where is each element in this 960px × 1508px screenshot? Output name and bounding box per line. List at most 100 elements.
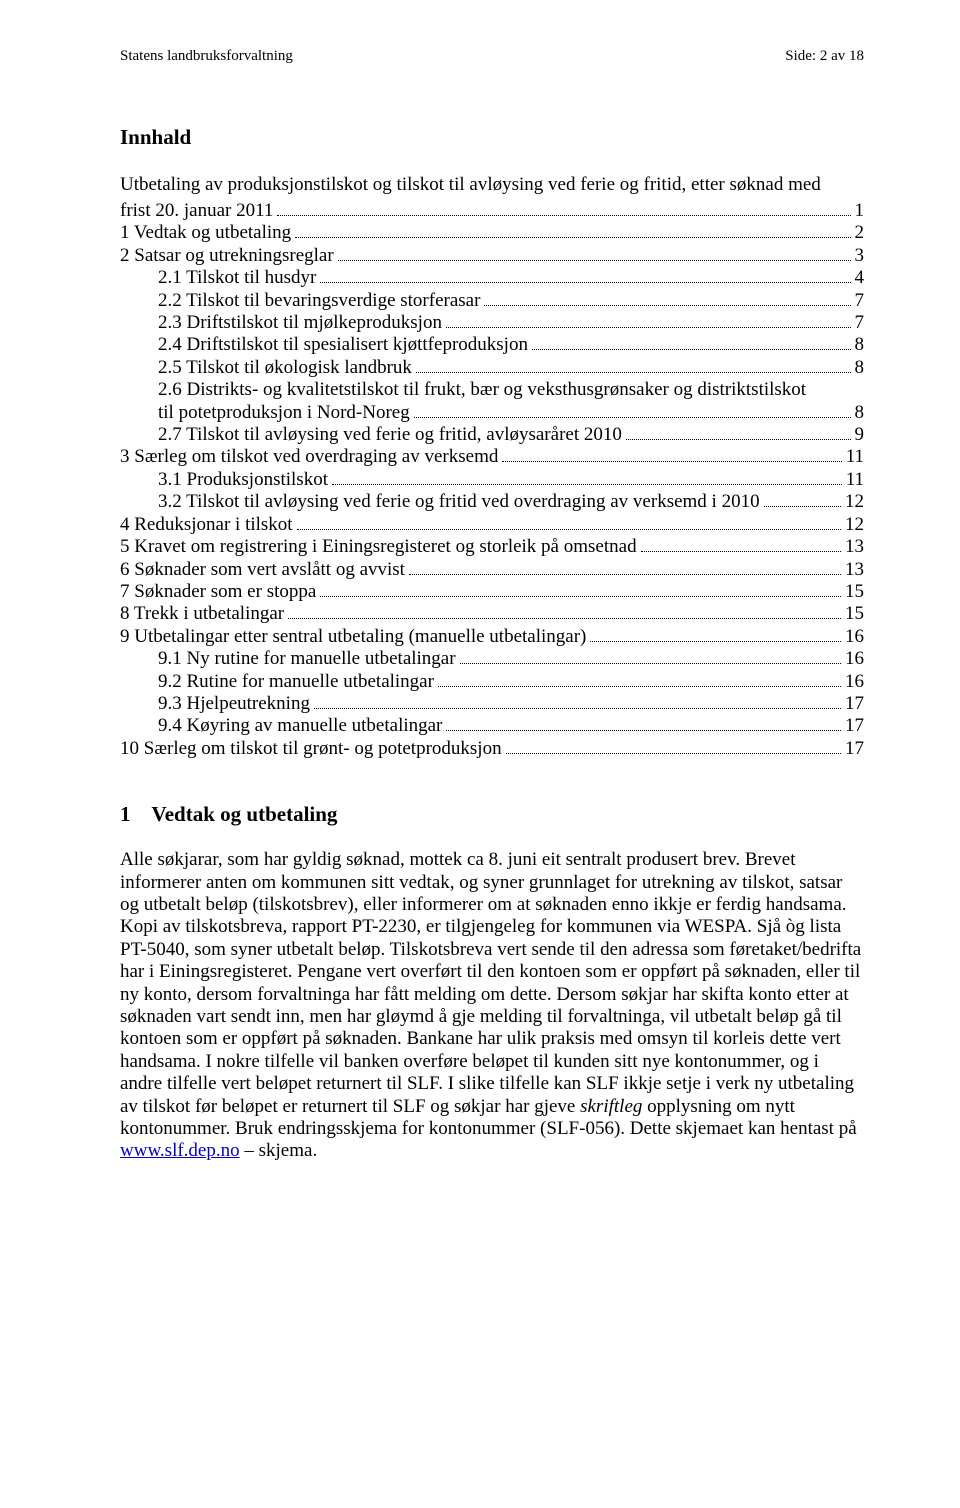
toc-leader-dots xyxy=(414,417,851,418)
table-of-contents: frist 20. januar 2011 11 Vedtak og utbet… xyxy=(120,200,864,760)
toc-page-number: 16 xyxy=(845,648,864,670)
toc-entry: 2.1 Tilskot til husdyr 4 xyxy=(120,267,864,289)
toc-leader-dots xyxy=(532,349,851,350)
toc-leader-dots xyxy=(446,730,841,731)
toc-page-number: 17 xyxy=(845,738,864,760)
toc-page-number: 16 xyxy=(845,626,864,648)
toc-page-number: 17 xyxy=(845,693,864,715)
toc-label: 2.1 Tilskot til husdyr xyxy=(158,267,316,289)
toc-label: frist 20. januar 2011 xyxy=(120,200,273,222)
toc-leader-dots xyxy=(295,237,850,238)
toc-label: 2.7 Tilskot til avløysing ved ferie og f… xyxy=(158,424,622,446)
toc-label: 9.3 Hjelpeutrekning xyxy=(158,693,310,715)
toc-leader-dots xyxy=(446,327,851,328)
toc-entry: 2.3 Driftstilskot til mjølkeproduksjon 7 xyxy=(120,312,864,334)
toc-label: 2.5 Tilskot til økologisk landbruk xyxy=(158,357,412,379)
toc-entry: 2.5 Tilskot til økologisk landbruk 8 xyxy=(120,357,864,379)
toc-leader-dots xyxy=(320,282,850,283)
toc-page-number: 13 xyxy=(845,536,864,558)
toc-page-number: 2 xyxy=(855,222,865,244)
toc-page-number: 16 xyxy=(845,671,864,693)
toc-entry: 9.2 Rutine for manuelle utbetalingar 16 xyxy=(120,671,864,693)
toc-label: til potetproduksjon i Nord-Noreg xyxy=(158,402,410,424)
header-left: Statens landbruksforvaltning xyxy=(120,48,293,65)
toc-entry: 3.2 Tilskot til avløysing ved ferie og f… xyxy=(120,491,864,513)
toc-label: 7 Søknader som er stoppa xyxy=(120,581,316,603)
toc-entry: 3 Særleg om tilskot ved overdraging av v… xyxy=(120,446,864,468)
toc-label: 3.2 Tilskot til avløysing ved ferie og f… xyxy=(158,491,760,513)
toc-label: 3 Særleg om tilskot ved overdraging av v… xyxy=(120,446,498,468)
toc-label: 8 Trekk i utbetalingar xyxy=(120,603,284,625)
toc-leader-dots xyxy=(506,753,841,754)
body-text-c: – skjema. xyxy=(240,1140,318,1161)
toc-page-number: 7 xyxy=(855,312,865,334)
toc-leader-dots xyxy=(484,305,850,306)
toc-entry: 2 Satsar og utrekningsreglar 3 xyxy=(120,245,864,267)
document-page: Statens landbruksforvaltning Side: 2 av … xyxy=(0,0,960,1223)
toc-label: 5 Kravet om registrering i Einingsregist… xyxy=(120,536,637,558)
toc-entry-wrap: 2.6 Distrikts- og kvalitetstilskot til f… xyxy=(120,379,864,401)
toc-page-number: 15 xyxy=(845,603,864,625)
toc-page-number: 12 xyxy=(845,514,864,536)
toc-entry: 10 Særleg om tilskot til grønt- og potet… xyxy=(120,738,864,760)
toc-leader-dots xyxy=(438,686,841,687)
toc-leader-dots xyxy=(764,506,841,507)
toc-entry: til potetproduksjon i Nord-Noreg 8 xyxy=(120,402,864,424)
toc-entry: 2.4 Driftstilskot til spesialisert kjøtt… xyxy=(120,334,864,356)
body-link[interactable]: www.slf.dep.no xyxy=(120,1140,240,1161)
toc-label: 9.4 Køyring av manuelle utbetalingar xyxy=(158,715,442,737)
toc-page-number: 8 xyxy=(855,334,865,356)
toc-entry: 6 Søknader som vert avslått og avvist 13 xyxy=(120,559,864,581)
toc-entry: 2.2 Tilskot til bevaringsverdige storfer… xyxy=(120,290,864,312)
toc-label: 2.2 Tilskot til bevaringsverdige storfer… xyxy=(158,290,480,312)
toc-page-number: 8 xyxy=(855,402,865,424)
page-title: Innhald xyxy=(120,125,864,150)
toc-entry: 1 Vedtak og utbetaling 2 xyxy=(120,222,864,244)
toc-page-number: 4 xyxy=(855,267,865,289)
section-heading: 1 Vedtak og utbetaling xyxy=(120,802,864,827)
toc-label: 3.1 Produksjonstilskot xyxy=(158,469,328,491)
toc-entry: 2.7 Tilskot til avløysing ved ferie og f… xyxy=(120,424,864,446)
toc-page-number: 9 xyxy=(855,424,865,446)
toc-leader-dots xyxy=(314,708,841,709)
toc-leader-dots xyxy=(460,663,841,664)
toc-label: 9.2 Rutine for manuelle utbetalingar xyxy=(158,671,434,693)
toc-label: 2.4 Driftstilskot til spesialisert kjøtt… xyxy=(158,334,528,356)
toc-entry: 8 Trekk i utbetalingar 15 xyxy=(120,603,864,625)
toc-label: 9.1 Ny rutine for manuelle utbetalingar xyxy=(158,648,456,670)
toc-leader-dots xyxy=(626,439,851,440)
header-right: Side: 2 av 18 xyxy=(785,48,864,65)
toc-label: 4 Reduksjonar i tilskot xyxy=(120,514,293,536)
toc-leader-dots xyxy=(277,215,850,216)
toc-page-number: 3 xyxy=(855,245,865,267)
toc-leader-dots xyxy=(409,574,841,575)
toc-label: 9 Utbetalingar etter sentral utbetaling … xyxy=(120,626,586,648)
toc-page-number: 1 xyxy=(855,200,865,222)
toc-leader-dots xyxy=(502,461,841,462)
toc-leader-dots xyxy=(297,529,841,530)
body-text-a: Alle søkjarar, som har gyldig søknad, mo… xyxy=(120,849,861,1116)
toc-label: 6 Søknader som vert avslått og avvist xyxy=(120,559,405,581)
body-paragraph: Alle søkjarar, som har gyldig søknad, mo… xyxy=(120,849,864,1163)
toc-intro-line: Utbetaling av produksjonstilskot og tils… xyxy=(120,174,864,196)
page-header: Statens landbruksforvaltning Side: 2 av … xyxy=(120,48,864,65)
toc-leader-dots xyxy=(590,641,841,642)
toc-leader-dots xyxy=(416,372,851,373)
toc-entry: 9.3 Hjelpeutrekning 17 xyxy=(120,693,864,715)
toc-page-number: 15 xyxy=(845,581,864,603)
toc-page-number: 17 xyxy=(845,715,864,737)
toc-entry: 9 Utbetalingar etter sentral utbetaling … xyxy=(120,626,864,648)
toc-page-number: 12 xyxy=(845,491,864,513)
section-number: 1 xyxy=(120,802,131,826)
toc-leader-dots xyxy=(320,596,841,597)
toc-page-number: 8 xyxy=(855,357,865,379)
toc-leader-dots xyxy=(338,260,851,261)
toc-page-number: 11 xyxy=(846,446,864,468)
toc-label: 10 Særleg om tilskot til grønt- og potet… xyxy=(120,738,502,760)
toc-entry: 5 Kravet om registrering i Einingsregist… xyxy=(120,536,864,558)
toc-leader-dots xyxy=(288,618,841,619)
toc-label: 1 Vedtak og utbetaling xyxy=(120,222,291,244)
toc-entry: 9.1 Ny rutine for manuelle utbetalingar … xyxy=(120,648,864,670)
toc-entry: 4 Reduksjonar i tilskot 12 xyxy=(120,514,864,536)
body-italic: skriftleg xyxy=(580,1096,642,1117)
